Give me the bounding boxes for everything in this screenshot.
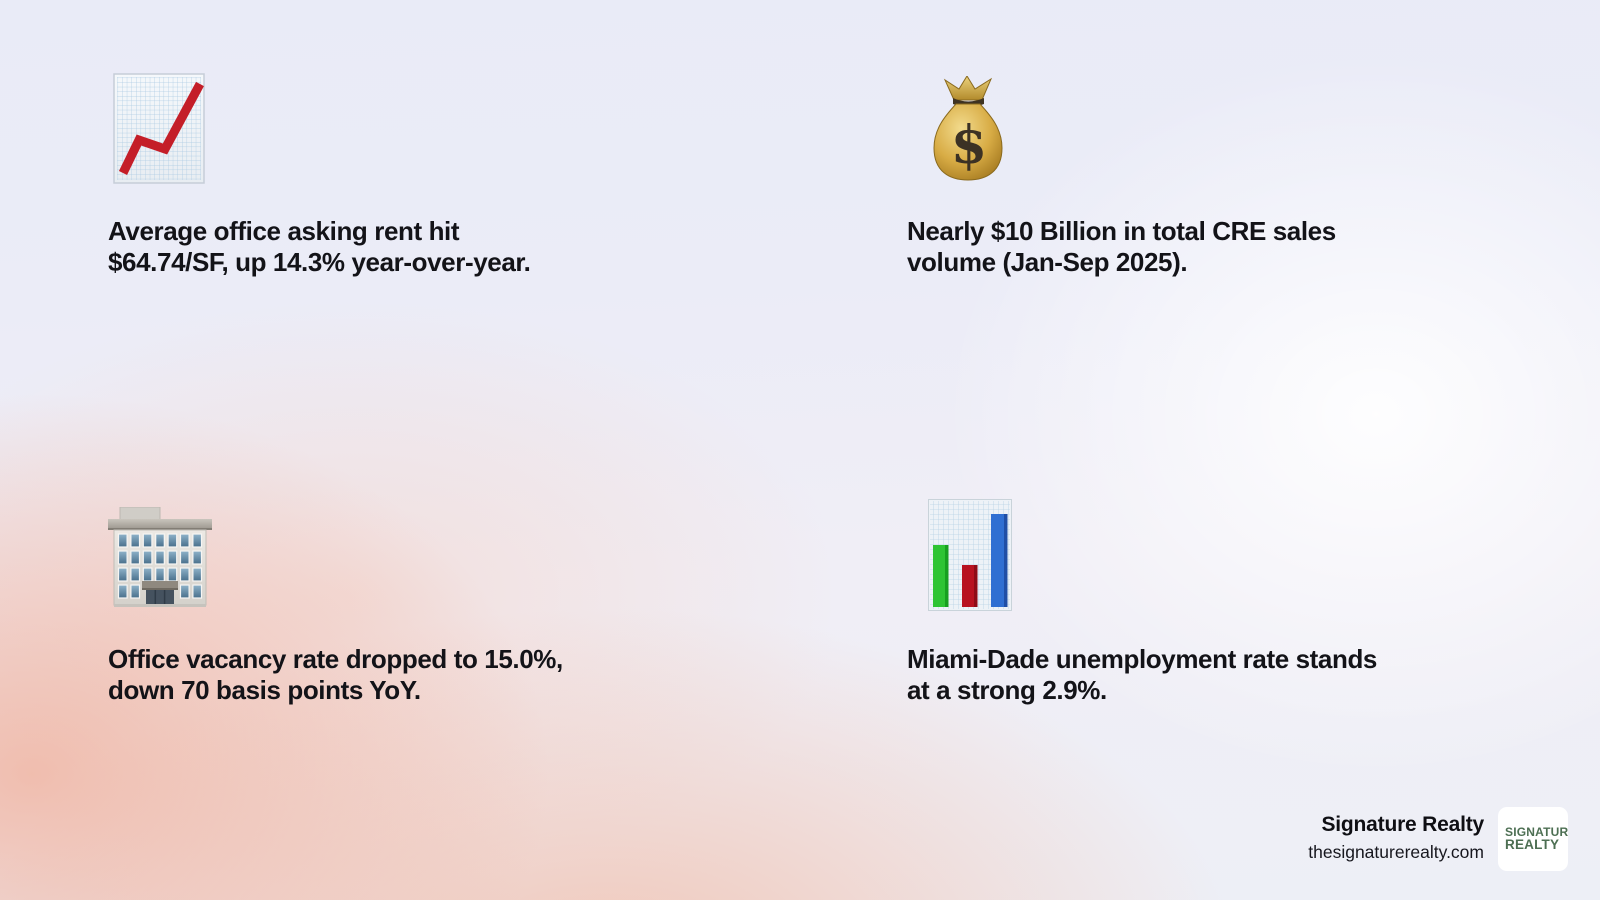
logo-text-line2: REALTY <box>1505 837 1560 852</box>
stat-unemployment-text: Miami-Dade unemployment rate stands at a… <box>907 644 1527 706</box>
signature-realty-logo: SIGNATURE REALTY <box>1498 807 1568 871</box>
logo-text-line1: SIGNATURE <box>1505 825 1568 839</box>
svg-text:$: $ <box>951 115 987 176</box>
bar-chart-icon <box>928 499 1012 611</box>
stat-rent-text: Average office asking rent hit $64.74/SF… <box>108 216 728 278</box>
stat-vacancy-text: Office vacancy rate dropped to 15.0%, do… <box>108 644 728 706</box>
footer: Signature Realty thesignaturerealty.com <box>1308 812 1484 863</box>
money-bag-icon: $ <box>929 76 1007 182</box>
stat-line: volume (Jan-Sep 2025). <box>907 247 1188 277</box>
footer-brand: Signature Realty <box>1321 813 1484 836</box>
stat-line: Average office asking rent hit <box>108 216 460 246</box>
office-building-icon <box>106 507 214 611</box>
footer-website: thesignaturerealty.com <box>1308 842 1484 862</box>
stat-line: at a strong 2.9%. <box>907 675 1107 705</box>
chart-increasing-icon <box>113 73 205 184</box>
stat-sales-text: Nearly $10 Billion in total CRE sales vo… <box>907 216 1527 278</box>
stat-line: down 70 basis points YoY. <box>108 675 421 705</box>
stat-line: Nearly $10 Billion in total CRE sales <box>907 216 1336 246</box>
stat-line: Miami-Dade unemployment rate stands <box>907 644 1377 674</box>
stat-line: Office vacancy rate dropped to 15.0%, <box>108 644 563 674</box>
stat-line: $64.74/SF, up 14.3% year-over-year. <box>108 247 531 277</box>
